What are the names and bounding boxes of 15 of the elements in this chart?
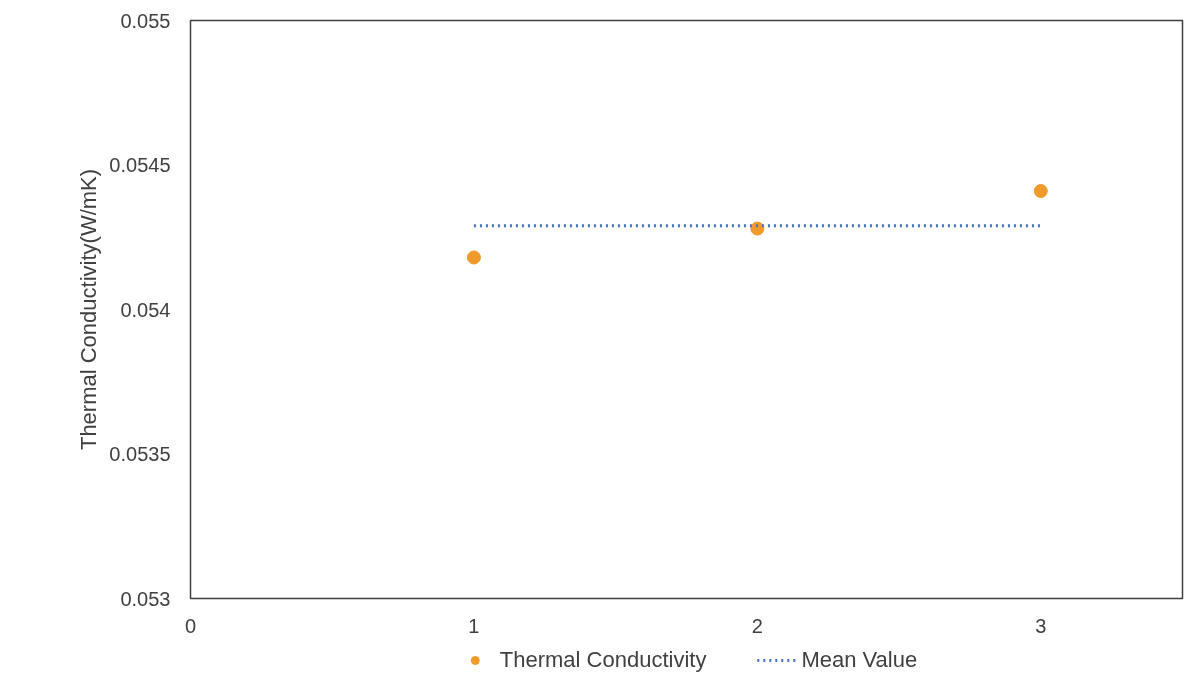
y-tick-label: 0.053 <box>120 587 171 610</box>
y-axis-title: Thermal Conductivity(W/mK) <box>76 168 102 451</box>
x-tick-label: 0 <box>184 614 197 637</box>
x-tick-label: 2 <box>751 614 763 637</box>
point <box>1033 184 1048 198</box>
y-tick-label: 0.055 <box>120 9 171 32</box>
legend-label: Mean Value <box>801 647 918 673</box>
y-tick-label: 0.0545 <box>109 154 171 176</box>
legend-label: Thermal Conductivity <box>499 647 707 673</box>
point <box>750 221 765 236</box>
y-tick-label: 0.0535 <box>109 443 171 465</box>
x-tick-label: 3 <box>1035 614 1047 637</box>
point <box>466 250 481 265</box>
y-tick-label: 0.054 <box>120 298 171 321</box>
x-tick-label: 1 <box>468 614 480 637</box>
